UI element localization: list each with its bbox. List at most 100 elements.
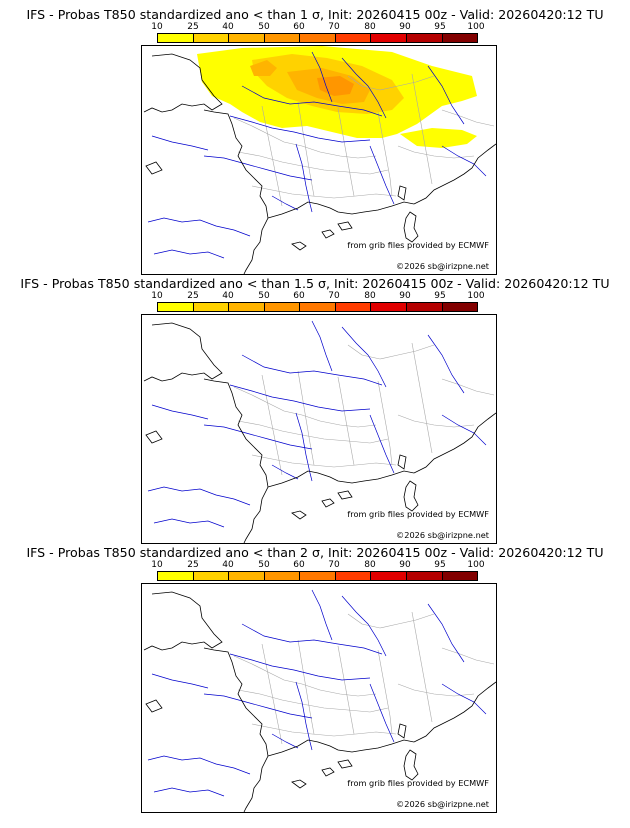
colorbar-tick-label: 80 (364, 560, 376, 570)
colorbar-tick-label: 25 (187, 22, 199, 32)
colorbar-tick-label: 70 (328, 291, 340, 301)
admin-border (297, 639, 315, 735)
colorbar-tick-label: 10 (151, 22, 163, 32)
coastline (321, 767, 335, 777)
admin-border (237, 689, 389, 713)
river-line (369, 414, 395, 474)
colorbar-tick-label: 40 (222, 291, 234, 301)
coastline (397, 454, 407, 470)
admin-border (261, 643, 283, 745)
probability-shading (250, 60, 277, 76)
panel-title: IFS - Probas T850 standardized ano < tha… (26, 7, 604, 22)
colorbar-tick-label: 50 (258, 22, 270, 32)
river-line (441, 683, 487, 715)
admin-border (261, 105, 283, 207)
colorbar-ticks: 10 25 40 50 60 70 80 90 95 100 (141, 291, 501, 301)
colorbar-swatch (158, 34, 194, 42)
admin-border (237, 420, 389, 444)
coastline (291, 510, 307, 520)
river-line (271, 464, 299, 480)
river-line (271, 195, 299, 211)
colorbar-tick-label: 10 (151, 560, 163, 570)
probability-map: from grib files provided by ECMWF ©2026 … (141, 583, 497, 813)
admin-border (377, 649, 393, 735)
river-line (369, 683, 395, 743)
colorbar-swatch (442, 303, 478, 311)
admin-border (337, 376, 355, 466)
probability-map: from grib files provided by ECMWF ©2026 … (141, 314, 497, 544)
admin-border (347, 613, 435, 629)
admin-border (261, 374, 283, 476)
coastline (413, 143, 496, 205)
river-line (369, 145, 395, 205)
coastline (403, 749, 419, 781)
admin-border (411, 342, 433, 454)
colorbar-tick-label: 95 (434, 22, 446, 32)
colorbar-swatch (371, 572, 407, 580)
probability-shading (400, 128, 477, 148)
colorbar-swatch (264, 572, 301, 580)
coastline (413, 681, 496, 743)
admin-border (377, 380, 393, 466)
admin-border (441, 647, 495, 665)
copyright-credit: ©2026 sb@irizpne.net (396, 799, 489, 809)
admin-border (337, 107, 355, 197)
colorbar-swatch (335, 572, 372, 580)
river-line (427, 603, 465, 663)
river-line (203, 155, 313, 181)
river-line (153, 249, 225, 259)
map-canvas (143, 589, 496, 812)
river-line (295, 412, 313, 482)
coastline (145, 699, 163, 713)
admin-border (297, 101, 315, 197)
colorbar-tick-label: 70 (328, 560, 340, 570)
river-line (441, 145, 487, 177)
admin-border (347, 344, 435, 360)
river-line (153, 787, 225, 797)
river-line (341, 595, 387, 657)
colorbar-swatch (300, 572, 336, 580)
colorbar-swatch (193, 303, 230, 311)
colorbar-swatch (264, 34, 301, 42)
river-line (311, 589, 333, 641)
colorbar-tick-label: 90 (399, 560, 411, 570)
colorbar-tick-label: 50 (258, 560, 270, 570)
river-line (229, 384, 371, 412)
colorbar-tick-label: 50 (258, 291, 270, 301)
coastline (403, 480, 419, 512)
admin-border (337, 645, 355, 735)
coastline (397, 185, 407, 201)
source-credit: from grib files provided by ECMWF (347, 778, 489, 788)
river-line (341, 326, 387, 388)
river-line (153, 518, 225, 528)
colorbar-tick-label: 25 (187, 291, 199, 301)
river-line (229, 115, 371, 143)
colorbar-swatch (229, 34, 265, 42)
coastline (291, 241, 307, 251)
river-line (147, 755, 251, 775)
colorbar-swatch (406, 572, 443, 580)
coastline (321, 229, 335, 239)
admin-border (297, 370, 315, 466)
admin-border (397, 414, 475, 428)
coastline (267, 201, 415, 219)
colorbar-swatch (229, 572, 265, 580)
coastline (337, 759, 353, 769)
river-line (151, 404, 209, 420)
source-credit: from grib files provided by ECMWF (347, 509, 489, 519)
colorbar-swatch (158, 572, 194, 580)
coastline (267, 470, 415, 488)
colorbar-tick-label: 80 (364, 22, 376, 32)
coastline (337, 490, 353, 500)
map-canvas (143, 46, 496, 274)
admin-border (411, 611, 433, 723)
coastline (143, 53, 223, 113)
colorbar-ticks: 10 25 40 50 60 70 80 90 95 100 (141, 560, 501, 570)
admin-border (237, 151, 389, 175)
river-line (341, 57, 387, 119)
colorbar-swatch (193, 572, 230, 580)
coastline (267, 739, 415, 757)
colorbar-swatch (406, 34, 443, 42)
colorbar-swatch (371, 34, 407, 42)
river-line (311, 320, 333, 372)
